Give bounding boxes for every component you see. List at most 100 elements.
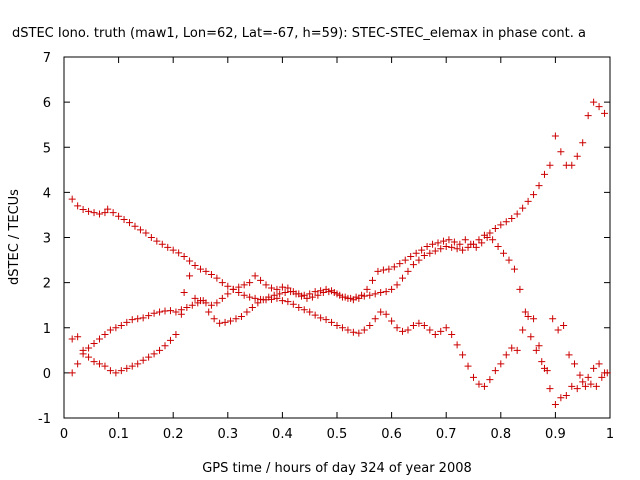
data-point-series-3 (216, 319, 224, 327)
data-point-series-2 (431, 247, 439, 255)
x-tick-label: 0.3 (217, 427, 238, 442)
data-point-series-2 (123, 364, 131, 372)
data-point-series-2 (112, 369, 120, 377)
data-point-series-3 (287, 288, 295, 296)
data-point-series-2 (166, 336, 174, 344)
data-point-series-1 (388, 317, 396, 325)
data-point-series-1 (437, 327, 445, 335)
data-point-series-3 (396, 260, 404, 268)
data-point-series-2 (530, 191, 538, 199)
data-point-series-3 (500, 249, 508, 257)
data-point-series-2 (426, 249, 434, 257)
data-point-series-3 (243, 308, 251, 316)
data-point-series-3 (150, 309, 158, 317)
data-point-series-1 (85, 207, 93, 215)
data-point-series-2 (601, 109, 609, 117)
data-point-series-1 (491, 367, 499, 375)
data-point-series-3 (581, 382, 589, 390)
data-point-series-3 (560, 321, 568, 329)
x-tick-label: 0 (60, 427, 68, 442)
data-point-series-1 (360, 326, 368, 334)
data-point-series-3 (205, 308, 213, 316)
x-tick-label: 0.6 (381, 427, 402, 442)
data-point-series-3 (139, 314, 147, 322)
data-point-series-3 (363, 285, 371, 293)
data-point-series-3 (494, 243, 502, 251)
data-point-series-1 (186, 257, 194, 265)
data-point-series-2 (186, 272, 194, 280)
data-point-series-1 (322, 316, 330, 324)
data-point-series-2 (172, 331, 180, 339)
data-point-series-2 (491, 224, 499, 232)
data-point-series-2 (393, 281, 401, 289)
data-point-series-2 (156, 346, 164, 354)
data-point-series-1 (426, 326, 434, 334)
data-point-series-3 (401, 256, 409, 264)
data-point-series-3 (554, 326, 562, 334)
data-point-series-3 (112, 324, 120, 332)
data-point-series-1 (355, 329, 363, 337)
data-point-series-3 (456, 240, 464, 248)
data-point-series-3 (166, 307, 174, 315)
data-point-series-3 (95, 335, 103, 343)
data-point-series-3 (527, 333, 535, 341)
data-point-series-1 (475, 380, 483, 388)
y-tick-label: 1 (43, 322, 51, 337)
data-point-series-1 (470, 373, 477, 381)
x-tick-label: 1 (606, 427, 614, 442)
data-point-series-3 (101, 331, 109, 339)
data-point-series-1 (420, 321, 428, 329)
data-point-series-3 (565, 351, 573, 359)
data-point-series-3 (423, 243, 431, 251)
data-point-series-3 (325, 288, 333, 296)
y-axis-label: dSTEC / TECUs (7, 189, 22, 285)
data-point-series-2 (459, 246, 467, 254)
data-point-series-1 (164, 243, 172, 251)
data-point-series-1 (142, 229, 150, 237)
data-point-series-1 (169, 246, 177, 254)
data-point-series-3 (232, 315, 240, 323)
data-point-series-1 (224, 282, 232, 290)
data-point-series-2 (117, 367, 125, 375)
data-point-series-2 (262, 281, 270, 289)
data-point-series-1 (131, 222, 139, 230)
x-tick-label: 0.4 (272, 427, 293, 442)
data-point-series-2 (448, 243, 456, 251)
data-point-series-3 (538, 358, 546, 366)
data-point-series-3 (358, 291, 366, 299)
data-point-series-1 (328, 318, 336, 326)
data-point-series-3 (303, 294, 311, 302)
data-point-series-1 (579, 378, 587, 386)
data-point-series-1 (115, 212, 123, 220)
data-point-series-2 (399, 274, 407, 282)
data-point-series-1 (595, 360, 603, 368)
data-point-series-2 (278, 283, 286, 291)
x-tick-label: 0.7 (436, 427, 457, 442)
y-axis-ticks: -1 0 1 2 3 4 5 6 7 (38, 51, 610, 427)
x-tick-label: 0.2 (163, 427, 184, 442)
data-point-series-2 (557, 148, 565, 156)
data-point-series-3 (516, 285, 524, 293)
data-point-series-3 (188, 301, 196, 309)
data-point-series-3 (319, 289, 327, 297)
data-point-series-2 (267, 284, 275, 292)
data-point-series-1 (530, 315, 538, 323)
data-point-series-1 (519, 326, 527, 334)
data-point-series-2 (207, 301, 215, 309)
data-point-series-3 (368, 276, 376, 284)
data-point-series-3 (281, 289, 289, 297)
data-point-series-2 (139, 356, 147, 364)
data-point-series-2 (573, 152, 581, 160)
data-point-series-3 (145, 312, 153, 320)
data-point-series-2 (180, 289, 188, 297)
data-point-series-3 (483, 234, 491, 241)
data-point-series-2 (273, 285, 281, 293)
data-point-series-1 (377, 308, 385, 316)
data-point-series-2 (366, 291, 374, 299)
data-point-series-3 (587, 380, 595, 388)
data-point-series-3 (571, 360, 579, 368)
data-point-series-1 (409, 321, 417, 329)
data-point-series-1 (126, 219, 134, 227)
data-point-series-2 (442, 243, 450, 251)
